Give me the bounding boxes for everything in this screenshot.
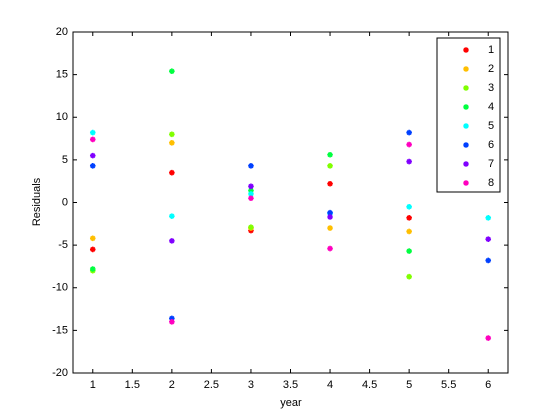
data-point — [89, 152, 96, 159]
data-point — [169, 140, 175, 146]
x-tick-label: 5.5 — [441, 379, 456, 391]
data-point — [89, 163, 96, 169]
legend-label: 3 — [488, 82, 494, 94]
legend-label: 4 — [488, 101, 494, 113]
data-point — [327, 209, 333, 216]
y-tick-label: 15 — [56, 69, 68, 81]
data-point — [248, 191, 254, 197]
data-point — [327, 214, 333, 220]
y-tick-label: 5 — [62, 154, 68, 166]
data-point — [485, 236, 492, 242]
legend-marker — [463, 66, 469, 72]
y-tick-label: 10 — [56, 111, 68, 123]
y-tick-label: -20 — [52, 367, 68, 379]
data-point — [327, 245, 333, 252]
data-point — [248, 195, 254, 202]
data-point — [89, 246, 96, 253]
legend-marker — [463, 85, 469, 91]
legend-marker — [463, 180, 469, 186]
data-point — [169, 213, 175, 219]
plot-frame — [72, 31, 509, 374]
y-axis-label: Residuals — [31, 177, 43, 226]
data-point — [485, 215, 492, 221]
data-point — [169, 238, 175, 244]
data-point — [485, 335, 492, 341]
data-point — [485, 257, 492, 264]
data-point — [406, 129, 412, 136]
legend-label: 5 — [488, 120, 494, 132]
x-axis-label: year — [280, 397, 302, 409]
legend-marker — [463, 161, 469, 167]
data-point — [169, 131, 175, 138]
data-point — [327, 180, 333, 187]
x-tick-label: 4 — [327, 379, 333, 391]
data-point — [89, 129, 96, 136]
x-tick-label: 4.5 — [362, 379, 377, 391]
data-point — [406, 228, 412, 235]
data-point — [327, 225, 333, 231]
x-tick-label: 2.5 — [204, 379, 219, 391]
data-point — [406, 141, 412, 148]
x-tick-label: 1 — [90, 379, 96, 391]
legend-label: 1 — [488, 44, 494, 56]
data-point — [327, 163, 333, 169]
data-point — [89, 266, 96, 272]
data-point — [248, 163, 254, 169]
data-point — [406, 203, 412, 210]
legend-marker — [463, 47, 469, 53]
legend-label: 6 — [488, 139, 494, 151]
y-tick-label: -10 — [52, 282, 68, 294]
legend-marker — [463, 104, 469, 110]
data-point — [89, 136, 96, 143]
x-tick-label: 1.5 — [125, 379, 140, 391]
y-tick-label: 0 — [62, 196, 68, 208]
x-tick-label: 3 — [248, 379, 254, 391]
data-point — [406, 158, 412, 165]
data-point — [248, 187, 254, 194]
legend-marker — [463, 123, 469, 129]
data-point — [406, 248, 412, 254]
x-tick-label: 2 — [169, 379, 175, 391]
legend-label: 8 — [488, 177, 494, 189]
y-tick-label: -15 — [52, 324, 68, 336]
y-tick-label: 20 — [56, 26, 68, 38]
data-point — [248, 183, 254, 190]
x-tick-label: 6 — [485, 379, 491, 391]
data-point — [248, 224, 254, 231]
data-point — [169, 169, 175, 176]
y-tick-label: -5 — [58, 239, 68, 251]
x-tick-label: 5 — [406, 379, 412, 391]
data-point — [406, 215, 412, 221]
data-point — [327, 151, 333, 158]
data-point — [169, 68, 175, 75]
legend-label: 2 — [488, 63, 494, 75]
legend-box — [436, 37, 501, 193]
x-tick-label: 3.5 — [283, 379, 298, 391]
data-point — [169, 319, 175, 325]
legend-label: 7 — [488, 158, 494, 170]
data-point — [169, 315, 175, 322]
data-point — [89, 235, 96, 242]
legend-marker — [463, 142, 469, 148]
data-point — [406, 273, 412, 280]
